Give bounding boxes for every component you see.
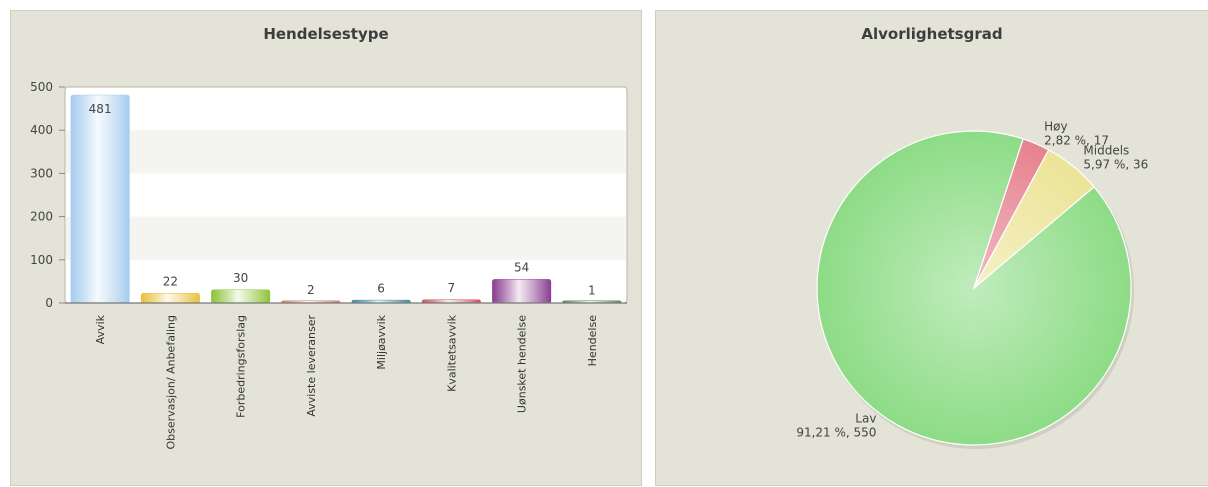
y-tick-label: 300 — [30, 166, 53, 180]
bar-highlight — [422, 299, 481, 303]
bar-value-label: 1 — [588, 284, 596, 298]
bar-highlight — [352, 300, 411, 303]
bar-chart: 0 100 200 300 400 500 481 Avvik 22 Observasjon/ A… — [30, 80, 628, 450]
grid-band — [66, 216, 626, 260]
bar-value-label: 2 — [307, 283, 315, 297]
bar-highlight — [492, 279, 551, 303]
pie-chart-title: Alvorlighetsgrad — [861, 25, 1003, 43]
x-category-label: Avviste leveranser — [305, 315, 318, 417]
y-tick-label: 200 — [30, 210, 53, 224]
bar-value-label: 22 — [163, 274, 178, 288]
pie-slice-label: Middels — [1083, 143, 1129, 157]
x-category-label: Forbedringsforslag — [235, 315, 248, 418]
bar-highlight — [71, 95, 130, 303]
plot-area — [64, 86, 628, 304]
pie-slice-value-label: 5,97 %, 36 — [1083, 157, 1148, 171]
pie-highlight — [817, 131, 1131, 445]
x-category-label: Observasjon/ Anbefaling — [164, 315, 177, 450]
y-tick-label: 400 — [30, 123, 53, 137]
y-tick-label: 100 — [30, 253, 53, 267]
x-category-label: Uønsket hendelse — [516, 315, 529, 413]
pie-slice-label: Høy — [1044, 120, 1067, 134]
pie-slice-value-label: 91,21 %, 550 — [796, 425, 876, 439]
x-category-label: Avvik — [94, 314, 107, 344]
bar-value-label: 481 — [89, 102, 112, 116]
pie-slice-value-label: 2,82 %, 17 — [1044, 134, 1109, 148]
grid-band — [66, 130, 626, 174]
bar-value-label: 30 — [233, 271, 248, 285]
y-tick-label: 0 — [45, 296, 53, 310]
x-category-label: Hendelse — [586, 315, 599, 367]
bar-highlight — [141, 293, 200, 303]
x-category-label: Kvalitetsavvik — [445, 314, 458, 392]
x-category-label: Miljøavvik — [375, 314, 388, 369]
y-tick-label: 500 — [30, 80, 53, 94]
pie-slice-label: Lav — [855, 411, 876, 425]
pie-chart-panel: Alvorlighetsgrad Lav 91,21 %, 550 Høy 2,82 … — [655, 10, 1208, 486]
bar-value-label: 6 — [377, 281, 385, 295]
bar-chart-panel: Hendelsestype 0 100 200 300 400 500 481 Avvik 22… — [10, 10, 642, 486]
bar-chart-title: Hendelsestype — [263, 25, 389, 43]
bar-value-label: 54 — [514, 261, 529, 275]
bar-highlight — [211, 290, 270, 303]
bar-value-label: 7 — [448, 281, 456, 295]
